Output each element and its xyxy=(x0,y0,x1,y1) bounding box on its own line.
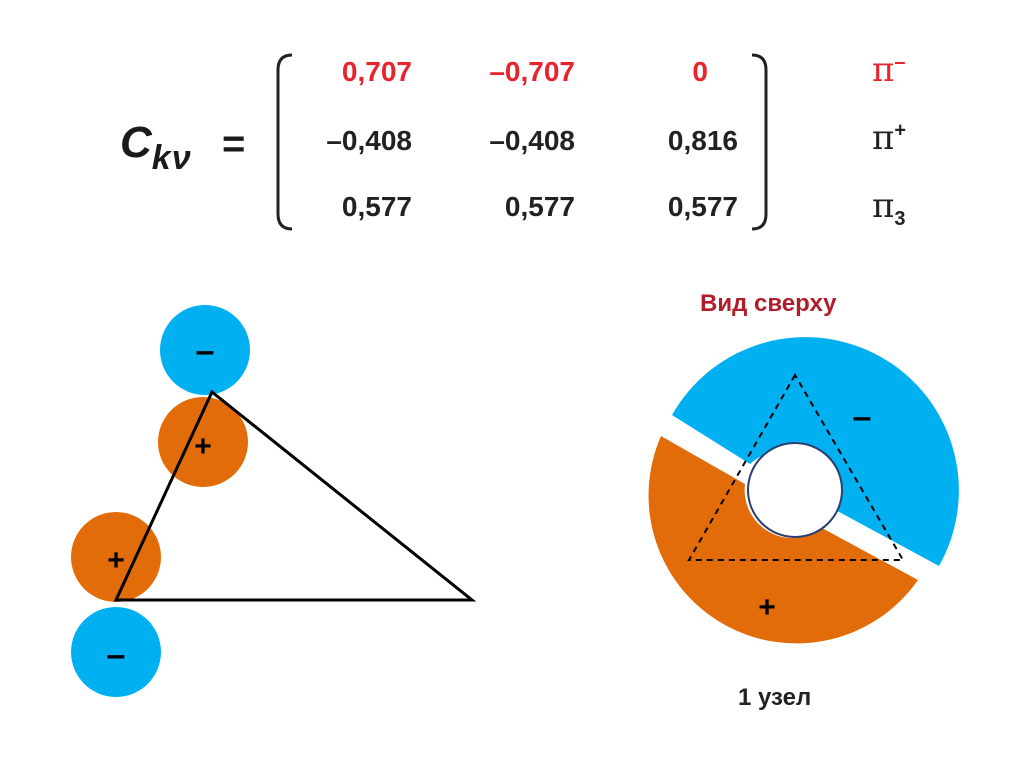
sign-minus: – xyxy=(107,636,126,674)
orbital-symbol: π xyxy=(872,50,895,90)
orbital-lobe-orange-bottom xyxy=(71,512,161,602)
orbital-mark: 3 xyxy=(894,207,906,230)
dashed-triangle xyxy=(687,373,905,561)
orbital-lobe-blue-bottom xyxy=(71,607,161,697)
sign-plus: + xyxy=(758,591,776,624)
orbital-lobe-orange-top xyxy=(158,397,248,487)
matrix-cell: 0,577 xyxy=(341,191,412,222)
top-view-title: Вид сверху xyxy=(700,290,837,317)
matrix-subscript: kν xyxy=(151,139,192,177)
matrix-cell: –0,408 xyxy=(489,125,575,156)
sign-minus: – xyxy=(196,332,215,370)
matrix-cell: 0,816 xyxy=(667,125,738,156)
matrix-letter: C xyxy=(120,118,152,167)
matrix-cell: 0,577 xyxy=(504,191,575,222)
sign-minus: – xyxy=(853,398,872,436)
sign-plus: + xyxy=(194,430,212,463)
orbital-symbol: π xyxy=(872,186,895,226)
matrix-cell: 0,577 xyxy=(667,191,738,222)
matrix-cell: 0 xyxy=(692,56,708,87)
matrix-cell: –0,408 xyxy=(326,125,412,156)
central-hole xyxy=(747,442,843,538)
equals-sign: = xyxy=(222,122,246,166)
orbital-mark: + xyxy=(894,119,907,142)
node-count-caption: 1 узел xyxy=(738,684,812,711)
orbital-lobe-blue-top xyxy=(160,305,250,395)
matrix-cell: 0,707 xyxy=(341,56,412,87)
orbital-mark: – xyxy=(894,51,906,74)
matrix-cell: –0,707 xyxy=(489,56,575,87)
orbital-symbol: π xyxy=(872,118,895,158)
orbital-label-pi-minus: π– xyxy=(872,50,905,90)
orbital-label-pi3: π3 xyxy=(872,186,905,231)
left-bracket xyxy=(276,53,293,231)
right-bracket xyxy=(751,53,768,231)
orbital-label-pi-plus: π+ xyxy=(872,118,906,158)
triangle-outline xyxy=(113,389,477,602)
matrix-symbol: Ckν xyxy=(120,118,192,177)
sign-plus: + xyxy=(107,544,125,577)
annulus-orange-half xyxy=(648,436,918,644)
